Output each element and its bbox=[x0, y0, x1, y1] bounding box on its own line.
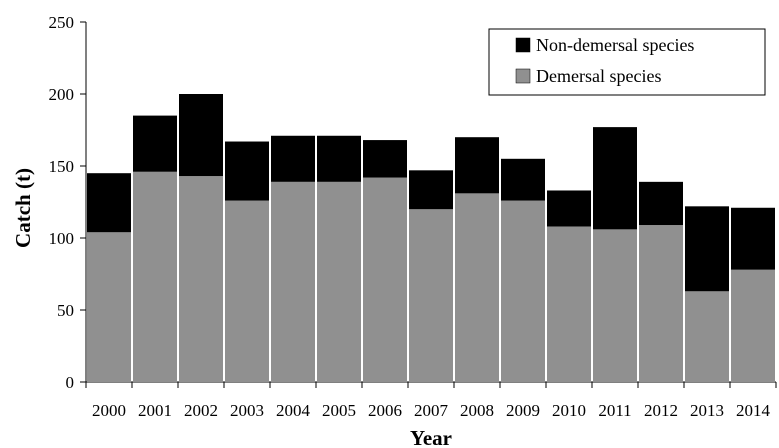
bar-demersal-2009 bbox=[501, 200, 545, 382]
x-tick-label: 2000 bbox=[92, 401, 126, 420]
bars bbox=[87, 94, 775, 382]
bar-demersal-2012 bbox=[639, 225, 683, 382]
legend-label-demersal: Demersal species bbox=[536, 66, 661, 86]
x-axis-title: Year bbox=[410, 426, 452, 448]
y-tick-label: 200 bbox=[49, 85, 75, 104]
bar-demersal-2008 bbox=[455, 193, 499, 382]
y-axis: 0 50 100 150 200 250 bbox=[49, 13, 87, 392]
x-tick-label: 2009 bbox=[506, 401, 540, 420]
bar-demersal-2014 bbox=[731, 269, 775, 382]
bar-non-demersal-2003 bbox=[225, 141, 269, 201]
bar-non-demersal-2007 bbox=[409, 170, 453, 210]
bar-non-demersal-2006 bbox=[363, 140, 407, 178]
x-tick-label: 2006 bbox=[368, 401, 402, 420]
x-tick-label: 2005 bbox=[322, 401, 356, 420]
bar-demersal-2000 bbox=[87, 232, 131, 382]
bar-demersal-2006 bbox=[363, 177, 407, 382]
bar-demersal-2002 bbox=[179, 176, 223, 382]
bar-non-demersal-2011 bbox=[593, 127, 637, 230]
y-tick-label: 100 bbox=[49, 229, 75, 248]
x-tick-label: 2014 bbox=[736, 401, 771, 420]
bar-demersal-2010 bbox=[547, 226, 591, 382]
x-tick-label: 2013 bbox=[690, 401, 724, 420]
y-tick-label: 250 bbox=[49, 13, 75, 32]
x-tick-label: 2002 bbox=[184, 401, 218, 420]
bar-demersal-2001 bbox=[133, 171, 177, 382]
bar-non-demersal-2009 bbox=[501, 158, 545, 201]
legend-box bbox=[488, 28, 766, 96]
legend-swatch-demersal bbox=[515, 68, 531, 84]
legend: Non-demersal species Demersal species bbox=[488, 28, 766, 96]
bar-demersal-2013 bbox=[685, 291, 729, 382]
bar-demersal-2003 bbox=[225, 200, 269, 382]
bar-non-demersal-2005 bbox=[317, 135, 361, 182]
bar-non-demersal-2013 bbox=[685, 206, 729, 292]
bar-non-demersal-2001 bbox=[133, 115, 177, 172]
x-tick-label: 2004 bbox=[276, 401, 311, 420]
bar-non-demersal-2002 bbox=[179, 94, 223, 177]
y-tick-label: 0 bbox=[66, 373, 75, 392]
x-tick-label: 2012 bbox=[644, 401, 678, 420]
bar-non-demersal-2012 bbox=[639, 181, 683, 226]
bar-demersal-2005 bbox=[317, 181, 361, 382]
x-axis: 2000 2001 2002 2003 2004 2005 2006 2007 2008 2009… bbox=[85, 381, 777, 420]
x-tick-label: 2003 bbox=[230, 401, 264, 420]
bar-non-demersal-2000 bbox=[87, 173, 131, 233]
bar-non-demersal-2010 bbox=[547, 190, 591, 227]
bar-demersal-2004 bbox=[271, 181, 315, 382]
x-tick-label: 2001 bbox=[138, 401, 172, 420]
y-axis-title: Catch (t) bbox=[11, 168, 35, 248]
x-tick-label: 2008 bbox=[460, 401, 494, 420]
y-tick-label: 50 bbox=[57, 301, 74, 320]
x-tick-label: 2010 bbox=[552, 401, 586, 420]
bar-demersal-2007 bbox=[409, 209, 453, 382]
legend-label-non-demersal: Non-demersal species bbox=[536, 35, 694, 55]
bar-non-demersal-2004 bbox=[271, 135, 315, 182]
x-tick-label: 2007 bbox=[414, 401, 449, 420]
y-tick-label: 150 bbox=[49, 157, 75, 176]
bar-non-demersal-2014 bbox=[731, 207, 775, 270]
x-tick-label: 2011 bbox=[598, 401, 631, 420]
bar-demersal-2011 bbox=[593, 229, 637, 382]
bar-non-demersal-2008 bbox=[455, 137, 499, 194]
legend-swatch-non-demersal bbox=[515, 37, 531, 53]
